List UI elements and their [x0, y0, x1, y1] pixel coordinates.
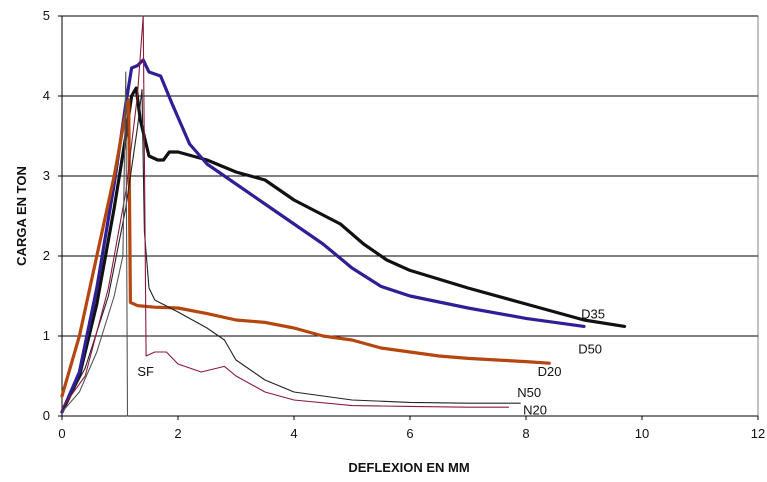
series-label-n50: N50 — [517, 385, 541, 400]
plot-border — [61, 15, 759, 417]
series-label-d35: D35 — [581, 306, 605, 321]
y-tick-label: 0 — [43, 408, 50, 423]
x-tick-label: 4 — [290, 426, 297, 441]
series-labels: D35 D50 D20 SF N50 N20 — [137, 306, 605, 417]
y-tick-label: 1 — [43, 328, 50, 343]
plot-area — [61, 15, 759, 417]
x-tick-label: 2 — [174, 426, 181, 441]
series-label-d20: D20 — [538, 364, 562, 379]
y-axis-title: CARGA EN TON — [14, 166, 29, 266]
y-tick-label: 3 — [43, 168, 50, 183]
x-tick-label: 0 — [58, 426, 65, 441]
x-tick-label: 12 — [751, 426, 765, 441]
series-label-d50: D50 — [578, 342, 602, 357]
series-line-n50 — [61, 89, 521, 413]
y-tick-label: 2 — [43, 248, 50, 263]
x-axis-ticks: 0 2 4 6 8 10 12 — [58, 416, 765, 441]
series-line-d20 — [60, 98, 551, 398]
series-line-sf — [61, 71, 129, 417]
x-tick-label: 6 — [406, 426, 413, 441]
series-lines — [60, 15, 627, 417]
series-label-sf: SF — [137, 364, 154, 379]
x-axis-title: DEFLEXION EN MM — [348, 460, 469, 475]
y-tick-label: 4 — [43, 88, 50, 103]
x-tick-label: 8 — [522, 426, 529, 441]
series-label-n20: N20 — [523, 402, 547, 417]
series-line-n20 — [61, 15, 510, 409]
y-axis-ticks: 0 1 2 3 4 5 — [43, 8, 62, 423]
y-tick-label: 5 — [43, 8, 50, 23]
x-tick-label: 10 — [635, 426, 649, 441]
